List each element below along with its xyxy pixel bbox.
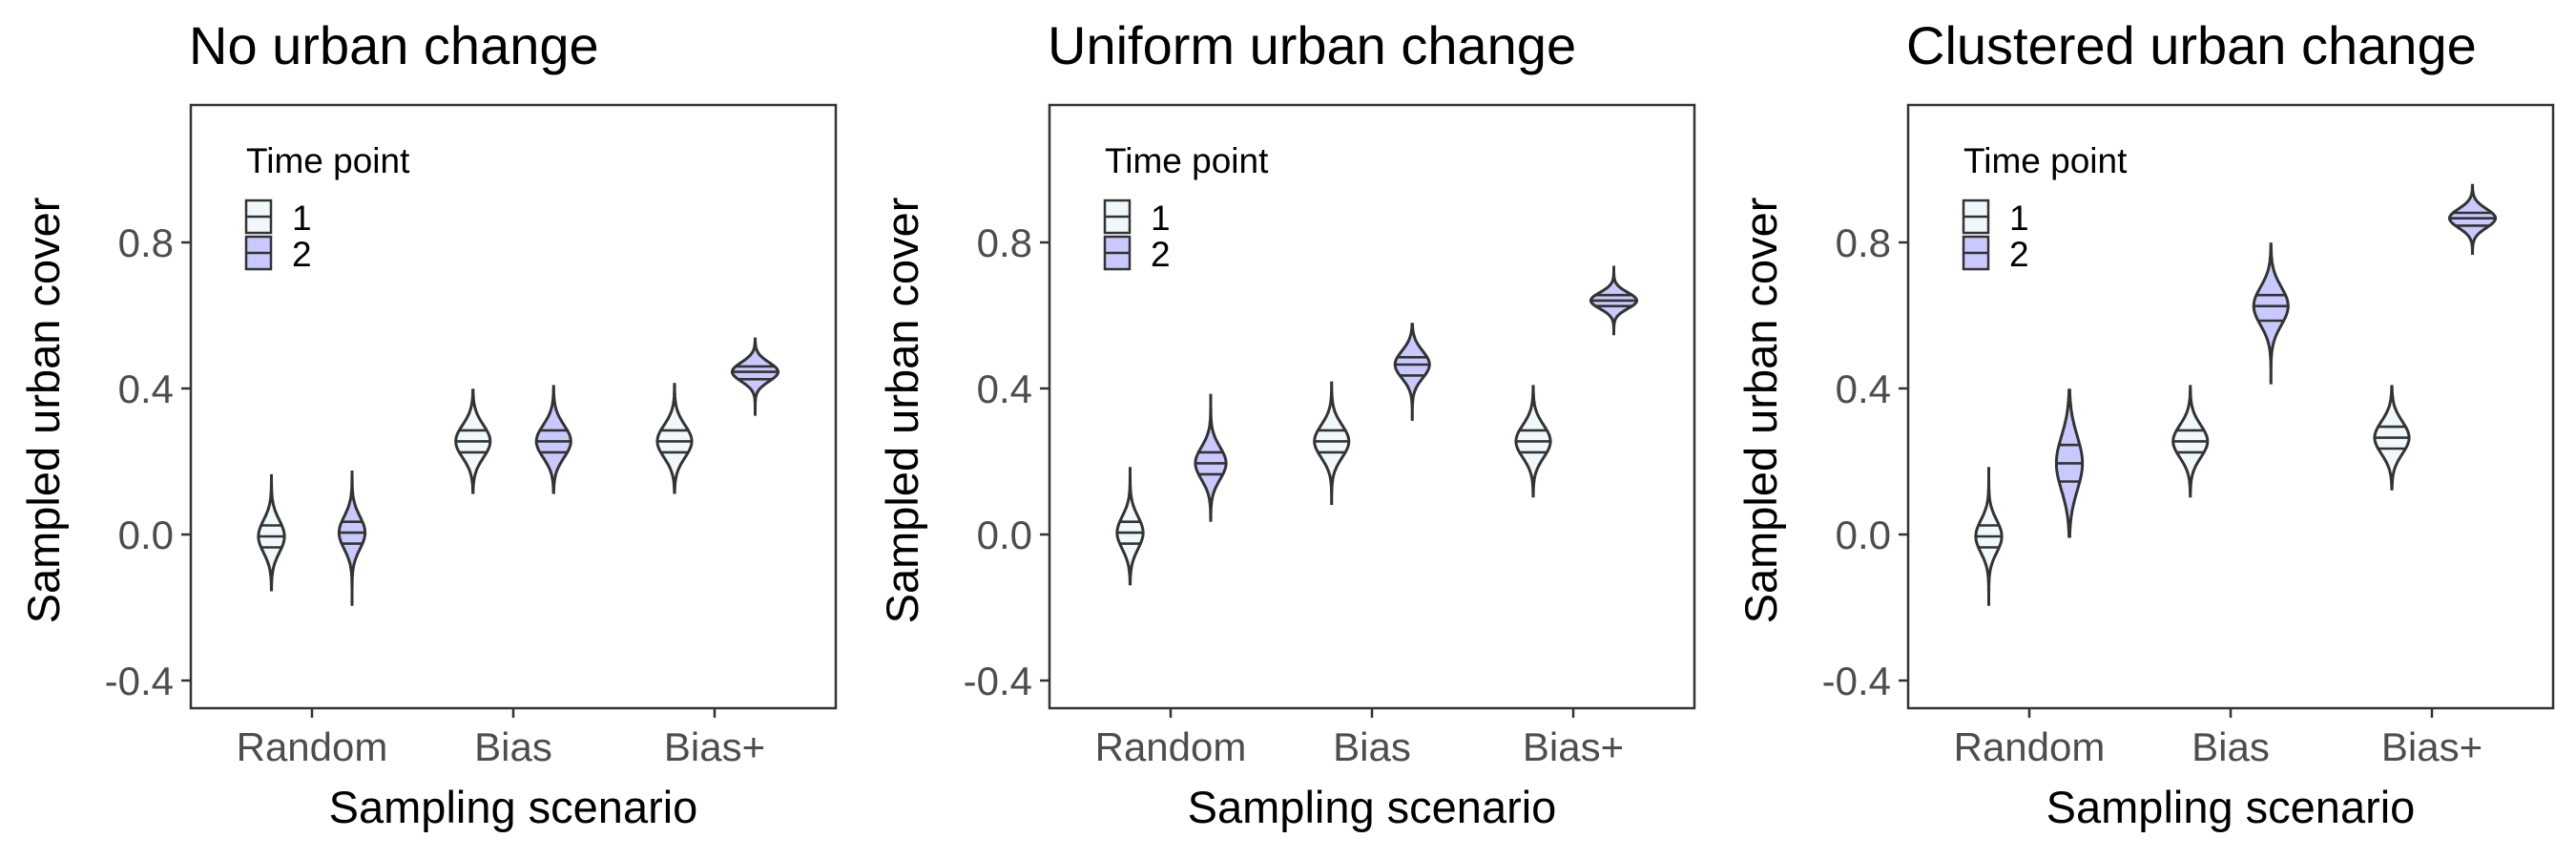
legend-label-time-1: 1 [2009, 199, 2029, 238]
legend: Time point 1 2 [1103, 141, 1269, 274]
legend-label-time-2: 2 [1151, 235, 1171, 274]
panel-title: No urban change [189, 15, 599, 75]
y-tick-label: 0.4 [1836, 367, 1891, 411]
y-axis: -0.4 0.0 0.4 0.8 [1822, 220, 1908, 703]
x-tick-label: Random [1095, 724, 1247, 769]
y-axis-title: Sampled urban cover [1735, 198, 1786, 624]
y-tick-label: 0.4 [118, 367, 174, 411]
y-tick-label: 0.8 [118, 220, 174, 265]
legend-title: Time point [1105, 141, 1269, 180]
x-tick-label: Random [1954, 724, 2106, 769]
violin-random-time-1 [1115, 467, 1145, 586]
violin-random-time-1 [257, 473, 286, 592]
x-axis: Random Bias Bias+ [1954, 708, 2483, 769]
x-axis: Random Bias Bias+ [237, 708, 765, 769]
y-axis-title: Sampled urban cover [18, 198, 69, 624]
y-axis-title: Sampled urban cover [877, 198, 927, 624]
violin-bias-time-2 [534, 385, 572, 494]
legend: Time point 1 2 [244, 141, 410, 274]
violin-layer [1974, 183, 2498, 606]
legend-label-time-2: 2 [292, 235, 312, 274]
x-tick-label: Bias+ [2381, 724, 2483, 769]
x-tick-label: Bias+ [1523, 724, 1624, 769]
y-tick-label: -0.4 [105, 659, 174, 703]
legend-label-time-2: 2 [2009, 235, 2029, 274]
x-axis-title: Sampling scenario [1188, 782, 1557, 832]
legend-title: Time point [246, 141, 410, 180]
y-tick-label: 0.0 [977, 513, 1032, 557]
y-tick-label: 0.4 [977, 367, 1032, 411]
panel-title: Clustered urban change [1906, 15, 2477, 75]
x-axis-title: Sampling scenario [329, 782, 698, 832]
violin-bias-time-1 [1313, 381, 1351, 505]
plot-panel-border [1048, 103, 1696, 710]
legend-title: Time point [1963, 141, 2128, 180]
violin-bias-time-2 [1393, 323, 1431, 421]
y-tick-label: 0.0 [118, 513, 174, 557]
violin-random-time-2 [1194, 393, 1228, 522]
violin-bias-plus-time-2 [730, 337, 780, 416]
y-tick-label: -0.4 [964, 659, 1032, 703]
y-tick-label: 0.0 [1836, 513, 1891, 557]
violin-layer [1115, 265, 1639, 586]
legend-label-time-1: 1 [292, 199, 312, 238]
y-tick-label: 0.8 [977, 220, 1032, 265]
panel-clustered-urban-change: Clustered urban change Sampled urban cov… [1735, 15, 2555, 832]
violin-bias-time-2 [2252, 242, 2290, 385]
y-axis: -0.4 0.0 0.4 0.8 [964, 220, 1049, 703]
x-axis-title: Sampling scenario [2046, 782, 2416, 832]
legend-label-time-1: 1 [1151, 199, 1171, 238]
y-axis: -0.4 0.0 0.4 0.8 [105, 220, 191, 703]
x-tick-label: Random [237, 724, 388, 769]
panel-no-urban-change: No urban change Sampled urban cover Samp… [18, 15, 838, 832]
violin-bias-plus-time-2 [2447, 183, 2498, 255]
plot-panel-border [1906, 103, 2555, 710]
plot-panel-border [189, 103, 838, 710]
x-tick-label: Bias+ [664, 724, 765, 769]
legend: Time point 1 2 [1962, 141, 2128, 274]
y-tick-label: 0.8 [1836, 220, 1891, 265]
violin-bias-plus-time-1 [655, 383, 694, 494]
violin-random-time-2 [337, 471, 367, 606]
x-tick-label: Bias [474, 724, 552, 769]
panel-title: Uniform urban change [1048, 15, 1576, 75]
x-axis: Random Bias Bias+ [1095, 708, 1624, 769]
panel-uniform-urban-change: Uniform urban change Sampled urban cover… [877, 15, 1696, 832]
violin-layer [257, 337, 780, 606]
x-tick-label: Bias [1333, 724, 1411, 769]
x-tick-label: Bias [2192, 724, 2270, 769]
y-tick-label: -0.4 [1822, 659, 1891, 703]
